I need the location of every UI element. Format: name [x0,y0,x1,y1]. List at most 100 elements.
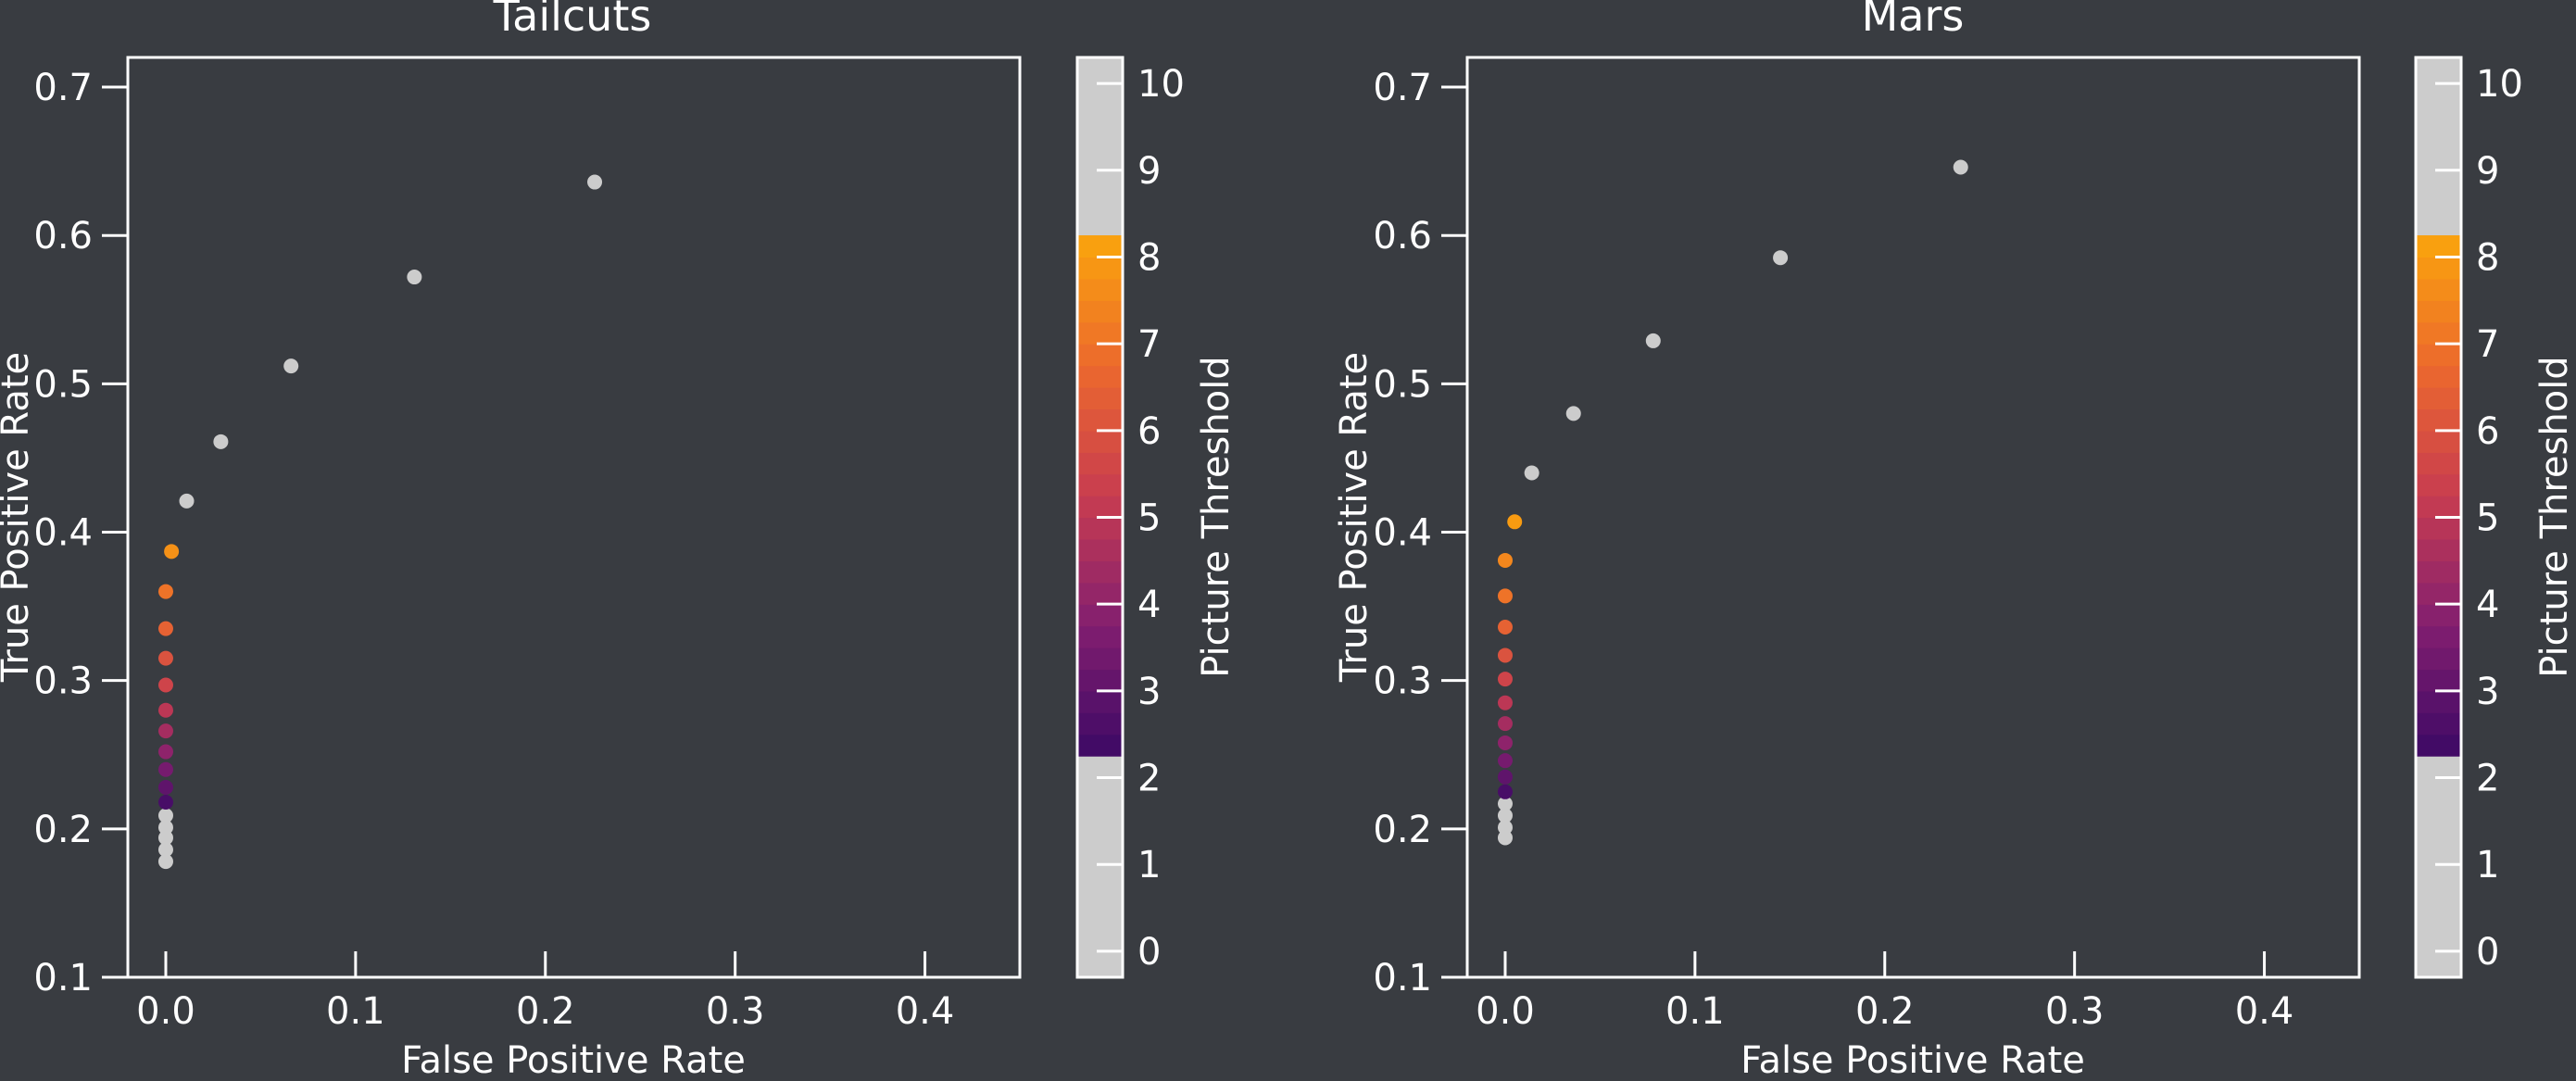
data-point [157,854,173,870]
y-tick: 0.5 [1373,363,1467,406]
colorbar-band [2416,278,2461,301]
x-tick: 0.2 [1855,951,1915,1033]
colorbar-tick: 10 [1097,63,1185,106]
colorbar-band [2416,517,2461,540]
x-tick: 0.3 [2045,951,2105,1033]
y-ticks: 0.1 0.2 0.3 0.4 0.5 0.6 0.7 [1373,67,1467,999]
y-tick-label: 0.6 [1373,215,1432,258]
colorbar-tick: 9 [2435,150,2499,193]
x-tick-label: 0.1 [1665,990,1725,1033]
colorbar-band [1077,496,1123,519]
data-point [587,174,603,190]
data-point [1497,735,1513,750]
data-point [1497,647,1513,663]
data-point [179,493,195,509]
x-tick-label: 0.2 [1855,990,1915,1033]
y-tick: 0.2 [33,809,128,851]
colorbar-band [1077,647,1123,671]
colorbar-tick-label: 6 [2476,410,2499,453]
data-point [157,677,173,693]
colorbar-tick-label: 1 [2476,844,2499,886]
data-point [157,584,173,599]
colorbar-tick-label: 2 [1137,758,1161,800]
y-tick-label: 0.3 [1373,660,1432,703]
plot-frame [1465,56,2361,979]
data-point [1497,784,1513,799]
data-point [1497,820,1513,836]
x-tick-label: 0.3 [2045,990,2105,1033]
data-point [157,702,173,718]
y-ticks: 0.1 0.2 0.3 0.4 0.5 0.6 0.7 [33,67,128,999]
colorbar-band [1077,734,1123,757]
data-point [1497,796,1513,811]
x-tick: 0.1 [1665,951,1725,1033]
data-point [1565,406,1581,421]
colorbar-band [2416,582,2461,605]
data-point [1497,672,1513,687]
x-ticks: 0.0 0.1 0.2 0.3 0.4 [1476,951,2293,1033]
colorbar-tick: 4 [2435,584,2499,626]
data-point [1645,333,1661,348]
colorbar-band [2416,257,2461,280]
data-point [157,761,173,777]
data-point [1497,830,1513,846]
colorbar-band [2416,560,2461,584]
colorbar-tick-label: 8 [1137,236,1161,279]
y-tick: 0.7 [33,67,128,109]
x-tick-label: 0.0 [1476,990,1535,1033]
data-points [157,174,603,870]
colorbar-tick: 2 [2435,758,2499,800]
x-tick-label: 0.4 [2235,990,2294,1033]
colorbar-band [2416,647,2461,671]
data-point [157,621,173,636]
colorbar-band [2416,734,2461,757]
colorbar-tick: 0 [1097,931,1161,974]
colorbar-tick: 9 [1097,150,1161,193]
colorbar-band [2416,669,2461,692]
colorbar-tick-label: 5 [1137,497,1161,540]
colorbar-band [2416,538,2461,561]
data-point [157,830,173,846]
colorbar-band [2416,625,2461,648]
colorbar-band [1077,365,1123,388]
colorbar-band [1077,473,1123,497]
x-tick-label: 0.3 [706,990,765,1033]
colorbar-tick-label: 9 [1137,150,1161,193]
data-points [1497,159,1968,846]
x-ticks: 0.0 0.1 0.2 0.3 0.4 [136,951,954,1033]
x-tick: 0.1 [326,951,385,1033]
data-point [157,779,173,795]
x-axis-label: False Positive Rate [401,1039,746,1081]
y-tick-label: 0.4 [1373,512,1432,555]
colorbar-band [1077,582,1123,605]
colorbar-tick: 8 [2435,236,2499,279]
y-tick: 0.2 [1373,809,1467,851]
data-point [157,650,173,666]
colorbar-band [1077,690,1123,713]
y-tick: 0.5 [33,363,128,406]
colorbar-band [2416,430,2461,453]
colorbar-tick-label: 7 [1137,323,1161,366]
x-tick: 0.0 [136,951,195,1033]
y-tick-label: 0.6 [33,215,93,258]
x-tick-label: 0.2 [516,990,575,1033]
data-point [1773,250,1789,266]
colorbar-tick: 1 [1097,844,1161,886]
colorbar-band [1077,278,1123,301]
data-point [1497,753,1513,769]
panel-tailcuts: Tailcuts 0.1 0.2 0.3 0.4 0.5 0.6 0.7 0.0 0.1 0.2… [0,0,1238,1081]
data-point [157,795,173,811]
colorbar-tick-label: 3 [1137,671,1161,713]
colorbar-tick-label: 2 [2476,758,2499,800]
y-tick: 0.4 [1373,512,1467,555]
colorbar-tick: 3 [2435,671,2499,713]
data-point [1497,695,1513,710]
colorbar-band [2416,604,2461,627]
x-tick: 0.0 [1476,951,1535,1033]
colorbar-band [1077,669,1123,692]
data-point [407,270,422,285]
y-tick: 0.1 [33,957,128,999]
colorbar-label: Picture Threshold [1195,356,1238,677]
colorbar-band [1077,321,1123,345]
